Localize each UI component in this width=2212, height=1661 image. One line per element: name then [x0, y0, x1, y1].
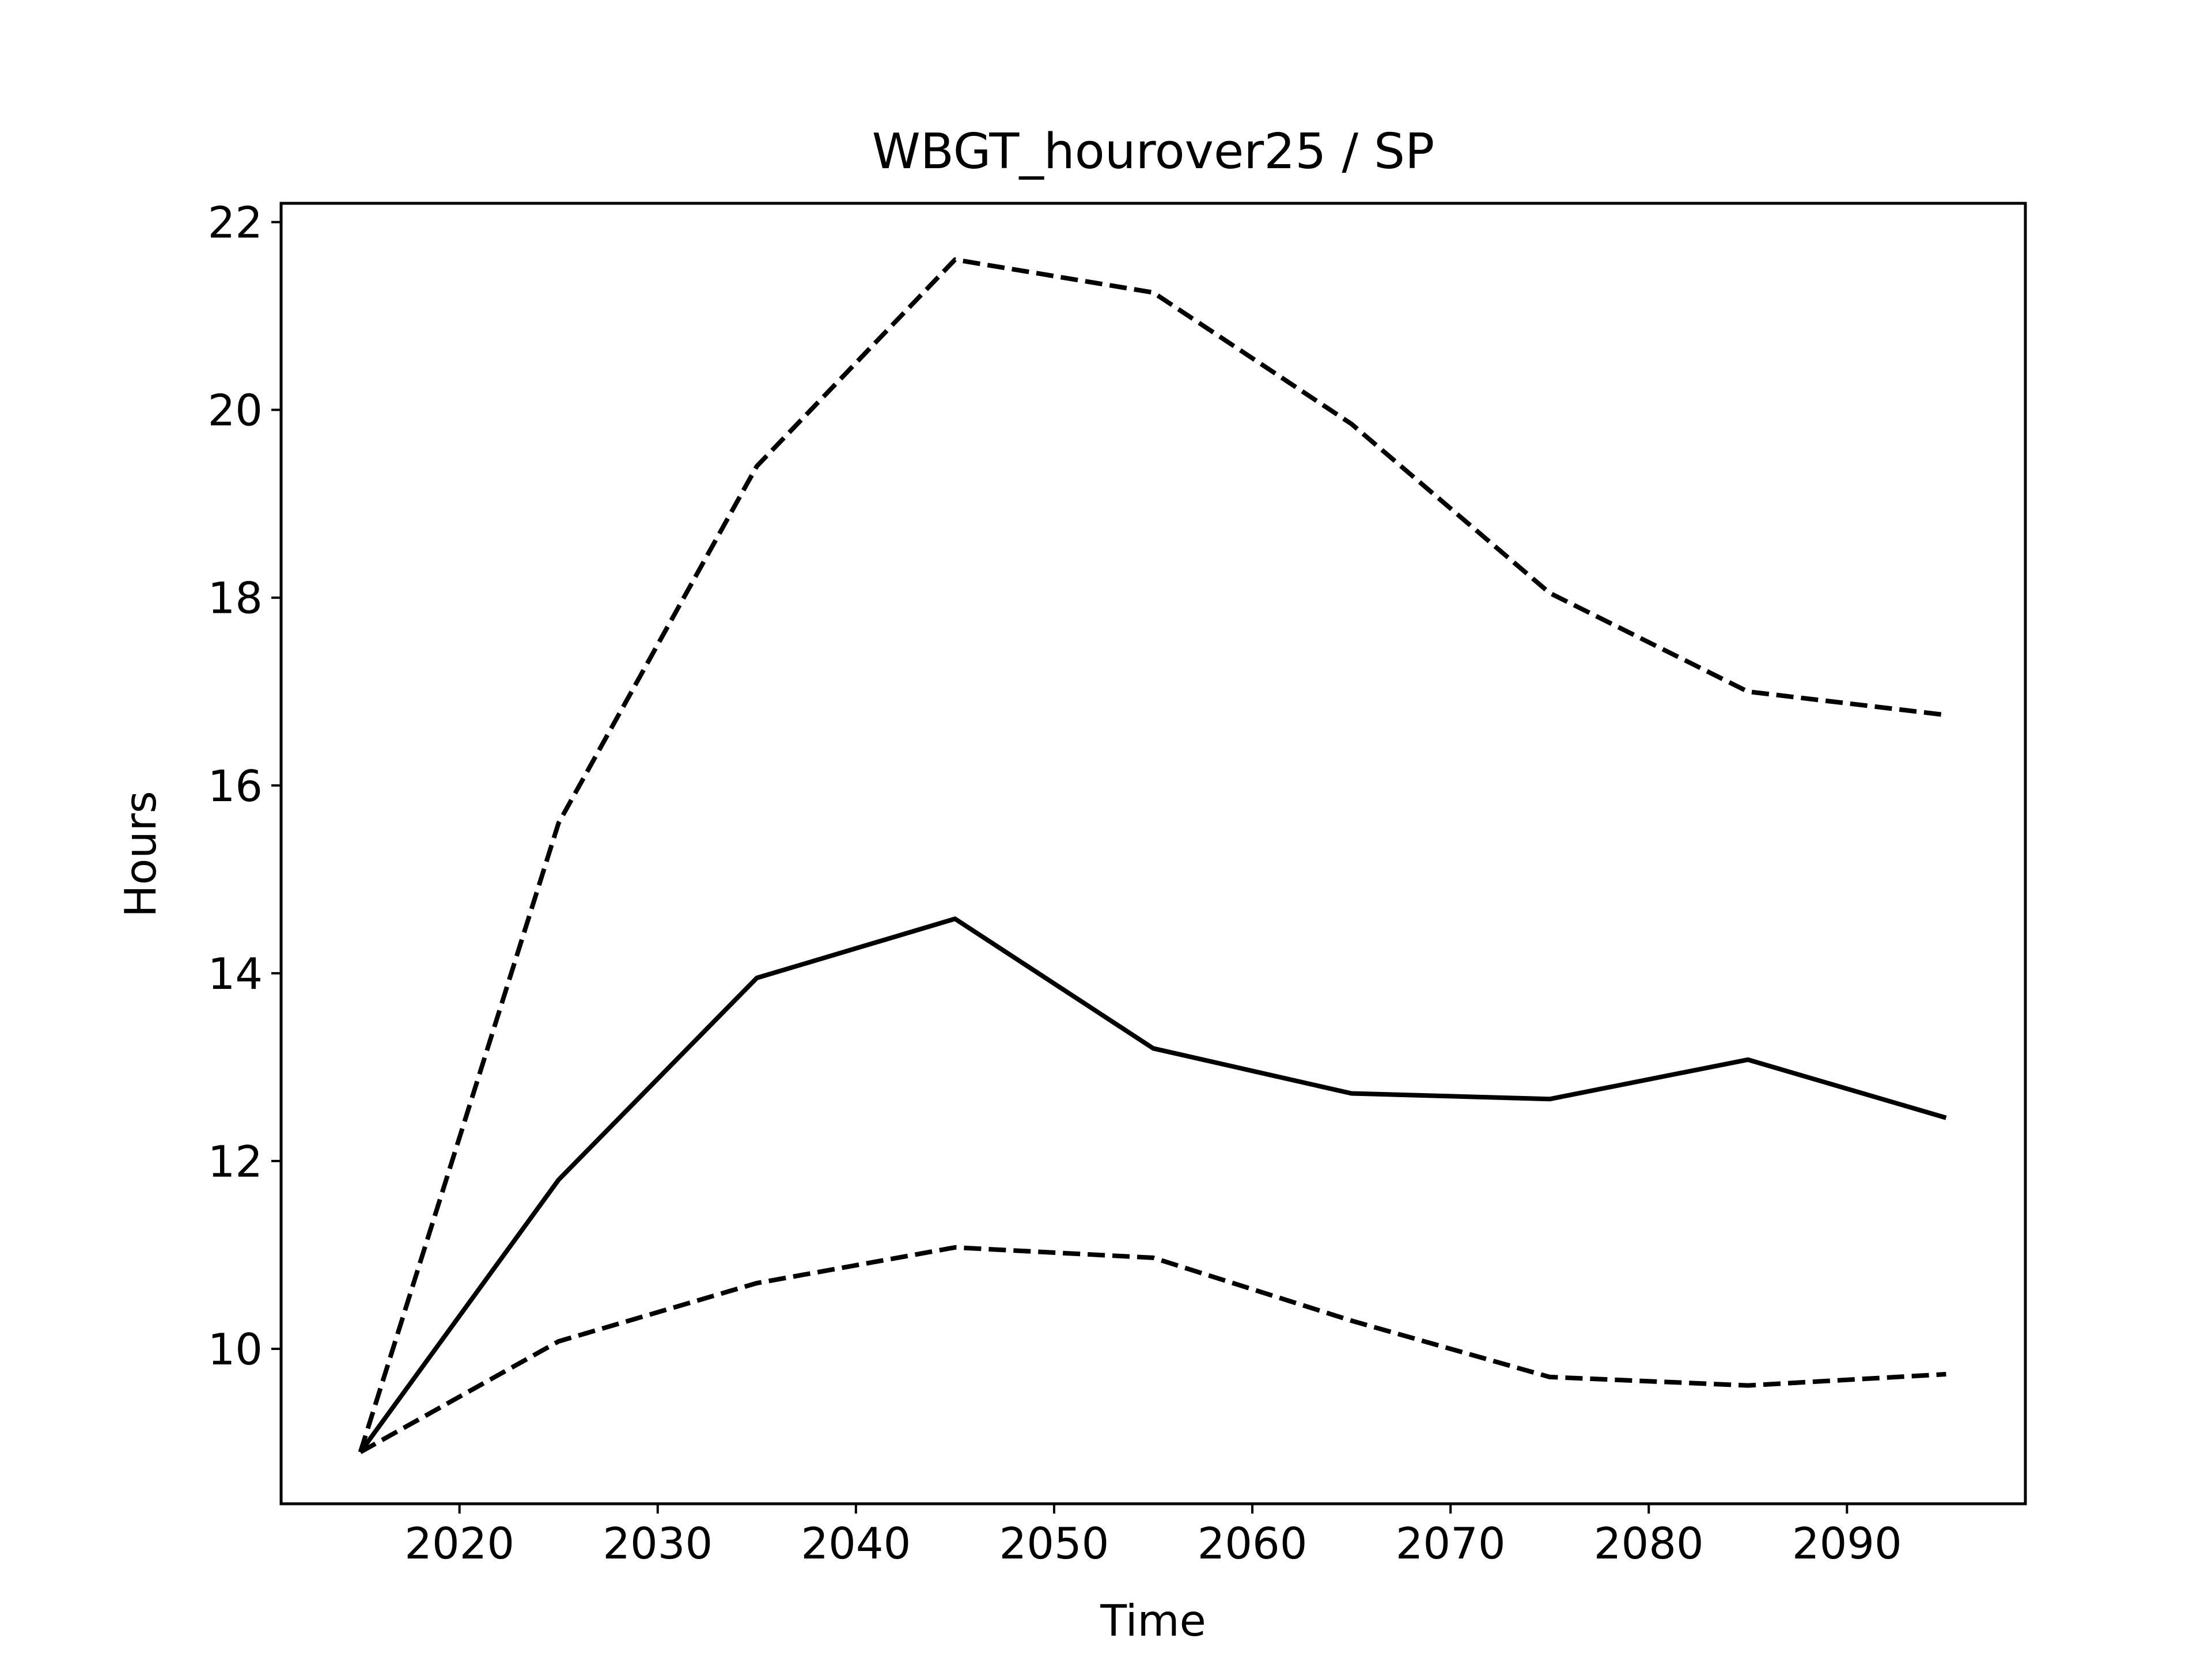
series-group	[358, 257, 1947, 1454]
y-tick-label: 12	[208, 1136, 263, 1187]
x-axis-label: Time	[1100, 1595, 1206, 1646]
y-tick-label: 18	[208, 573, 263, 624]
x-tick-label: 2030	[603, 1518, 713, 1569]
series-line-1	[358, 257, 1946, 1453]
y-tick-label: 20	[208, 385, 263, 436]
x-tick-label: 2080	[1594, 1518, 1704, 1569]
y-axis-ticks: 10 12 14 16 18 20 22	[208, 198, 281, 1375]
series-line-2	[358, 916, 1947, 1454]
x-tick-label: 2050	[999, 1518, 1109, 1569]
x-tick-label: 2060	[1198, 1518, 1308, 1569]
x-tick-label: 2040	[801, 1518, 911, 1569]
y-axis-label: Hours	[115, 791, 166, 917]
y-tick-label: 10	[208, 1324, 263, 1375]
plot-area-frame	[279, 202, 2027, 1505]
x-axis-ticks: 2020 2030 2040 2050 2060 2070 2080 2090	[404, 1504, 1902, 1569]
y-tick-label: 22	[208, 198, 263, 248]
y-tick-label: 14	[208, 949, 263, 999]
chart-title: WBGT_hourover25 / SP	[872, 123, 1435, 180]
x-tick-label: 2090	[1792, 1518, 1902, 1569]
series-line-3	[359, 1245, 1946, 1454]
x-tick-label: 2070	[1396, 1518, 1506, 1569]
y-tick-label: 16	[208, 761, 263, 811]
x-tick-label: 2020	[404, 1518, 514, 1569]
